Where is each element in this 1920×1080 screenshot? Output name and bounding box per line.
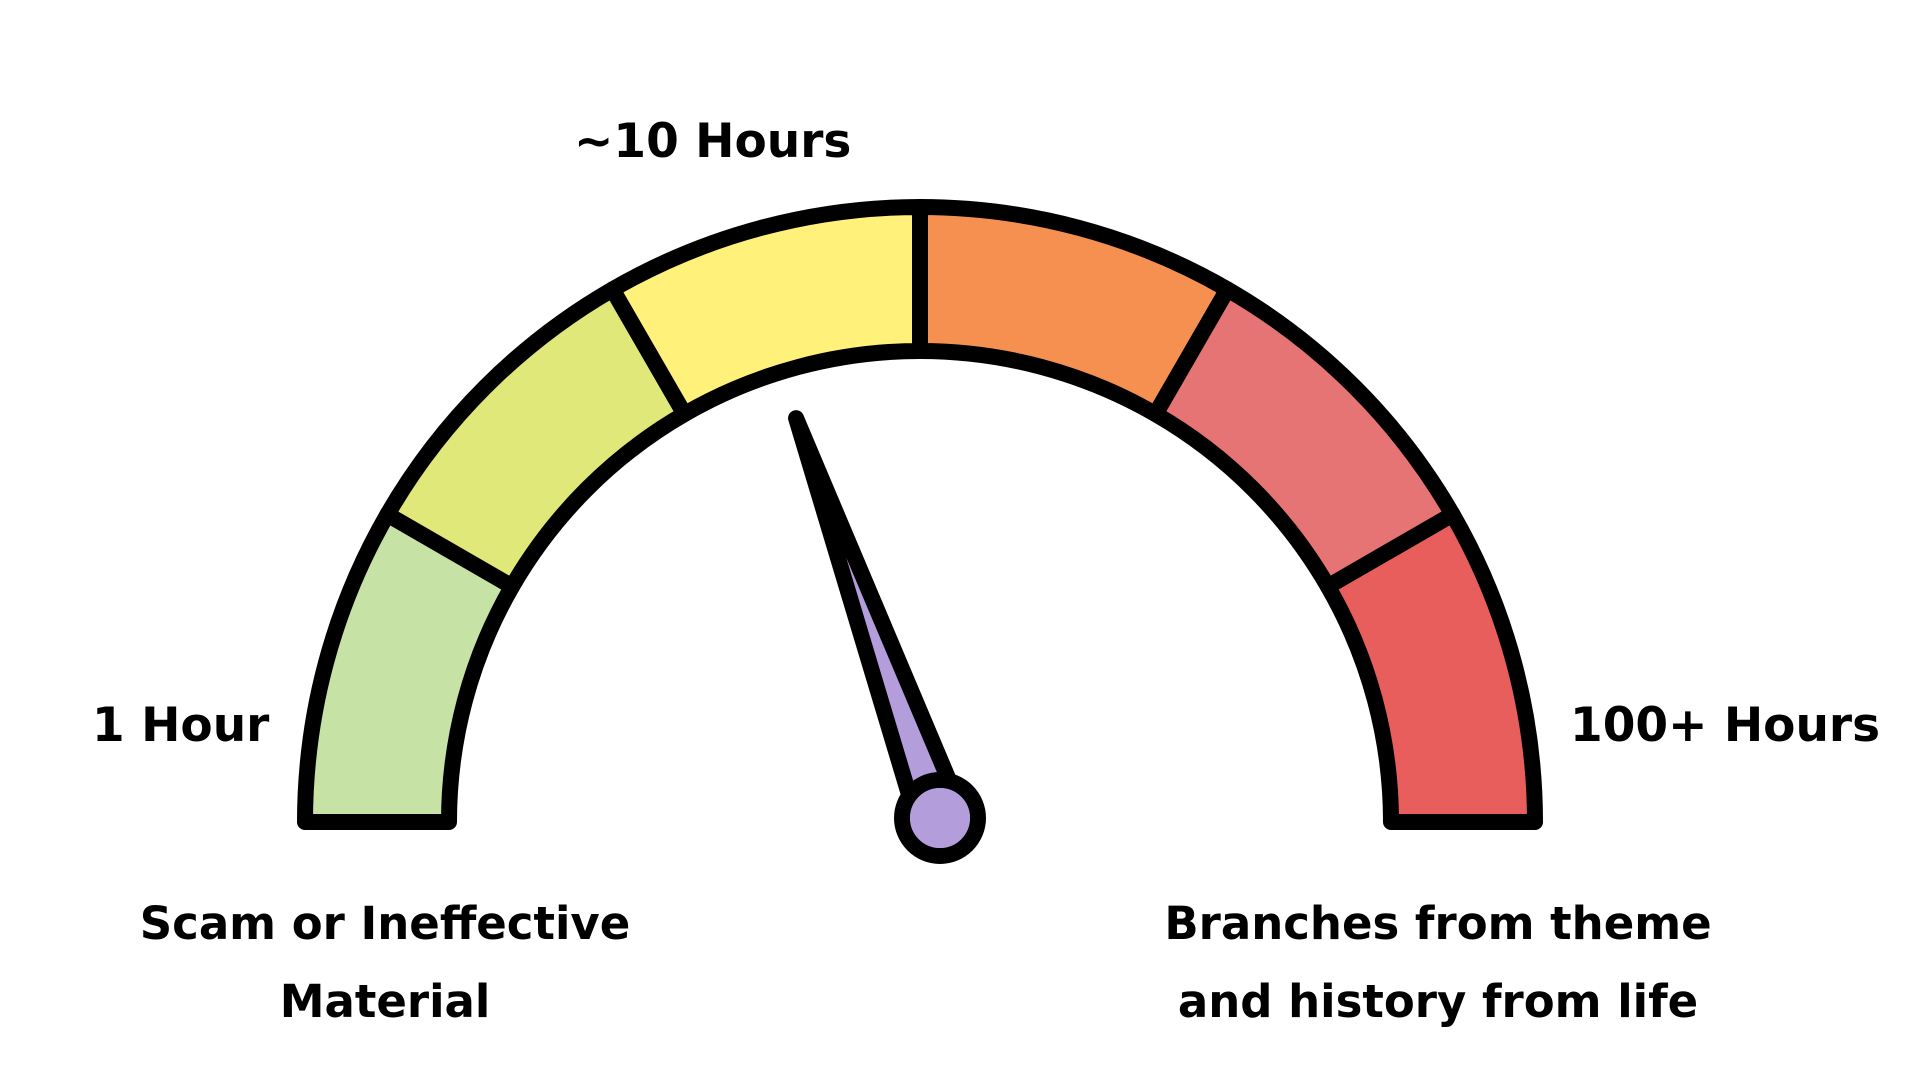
left-caption: Scam or Ineffective Material bbox=[100, 885, 670, 1041]
right-caption-line-2: and history from life bbox=[1177, 975, 1699, 1028]
gauge-segments bbox=[297, 199, 1543, 830]
max-label: 100+ Hours bbox=[1570, 698, 1881, 753]
min-label: 1 Hour bbox=[92, 698, 270, 753]
needle-hub-fill bbox=[910, 788, 970, 848]
right-caption-line-1: Branches from theme bbox=[1164, 897, 1712, 950]
right-caption: Branches from theme and history from lif… bbox=[1128, 885, 1748, 1041]
needle-pointer bbox=[788, 410, 970, 834]
gauge-segment-3 bbox=[604, 199, 928, 423]
gauge-needle bbox=[788, 410, 986, 864]
mid-label: ~10 Hours bbox=[574, 114, 852, 169]
left-caption-line-1: Scam or Ineffective bbox=[139, 897, 631, 950]
gauge-segment-6 bbox=[1319, 506, 1543, 830]
left-caption-line-2: Material bbox=[279, 975, 491, 1028]
